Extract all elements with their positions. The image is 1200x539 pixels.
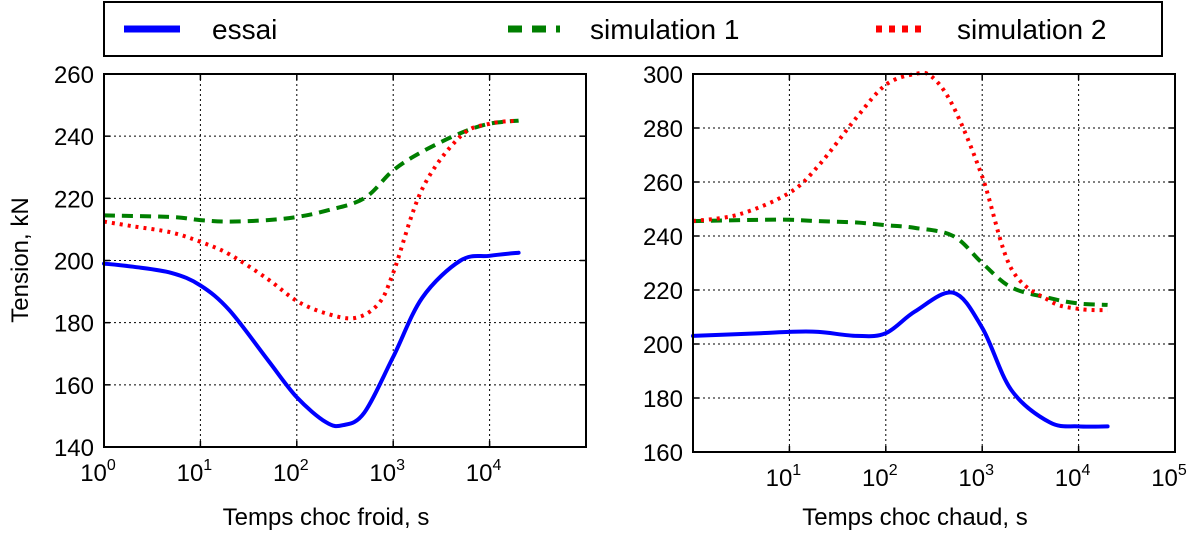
y-tick-label: 280 [643,116,683,143]
y-tick-label: 220 [54,186,94,213]
legend-label-simulation-1: simulation 1 [590,14,739,45]
y-tick-label: 240 [643,224,683,251]
y-tick-label: 220 [643,278,683,305]
y-tick-label: 260 [643,170,683,197]
axis-ticks: 160 180 200 220 240 260 280 300 101 102 103 104 105 [643,62,1187,492]
y-tick-label: 160 [54,373,94,400]
axis-ticks: 140 160 180 200 220 240 260 100 101 102 103 104 [54,62,587,487]
x-tick-label: 101 [766,462,802,492]
legend-frame [103,1,1163,57]
x-tick-label: 105 [1151,462,1187,492]
y-tick-label: 200 [643,332,683,359]
x-tick-label: 104 [1055,462,1091,492]
x-tick-label: 100 [80,457,116,487]
legend: essai simulation 1 simulation 2 [103,1,1163,57]
y-tick-label: 240 [54,124,94,151]
chart-panel-cold-shock: 140 160 180 200 220 240 260 100 101 102 103 104 Tem… [7,62,587,531]
series-line-simulation-1 [692,217,1108,307]
series-line-simulation-2 [692,70,1108,313]
x-tick-label: 102 [273,457,309,487]
x-tick-label: 103 [369,457,405,487]
grid-lines [104,74,586,447]
x-tick-label: 101 [177,457,213,487]
y-tick-label: 180 [643,386,683,413]
series-line-essai [691,290,1110,429]
y-tick-label: 180 [54,311,94,338]
series-line-simulation-2 [103,118,519,321]
legend-label-simulation-2: simulation 2 [957,14,1106,45]
y-tick-label: 160 [643,440,683,467]
legend-label-essai: essai [212,14,277,45]
grid-lines [693,74,1175,452]
y-axis-label: Tension, kN [7,197,34,322]
series-layer [691,70,1110,429]
x-tick-label: 102 [862,462,898,492]
x-tick-label: 104 [466,457,502,487]
x-tick-label: 103 [958,462,994,492]
x-axis-label: Temps choc froid, s [223,504,430,531]
series-layer [102,118,521,429]
y-tick-label: 260 [54,62,94,89]
plot-frame [692,73,1176,453]
x-axis-label: Temps choc chaud, s [802,504,1027,531]
series-line-simulation-1 [103,118,519,224]
y-tick-label: 140 [54,435,94,462]
y-tick-label: 200 [54,249,94,276]
series-line-essai [102,250,521,429]
y-tick-label: 300 [643,62,683,89]
